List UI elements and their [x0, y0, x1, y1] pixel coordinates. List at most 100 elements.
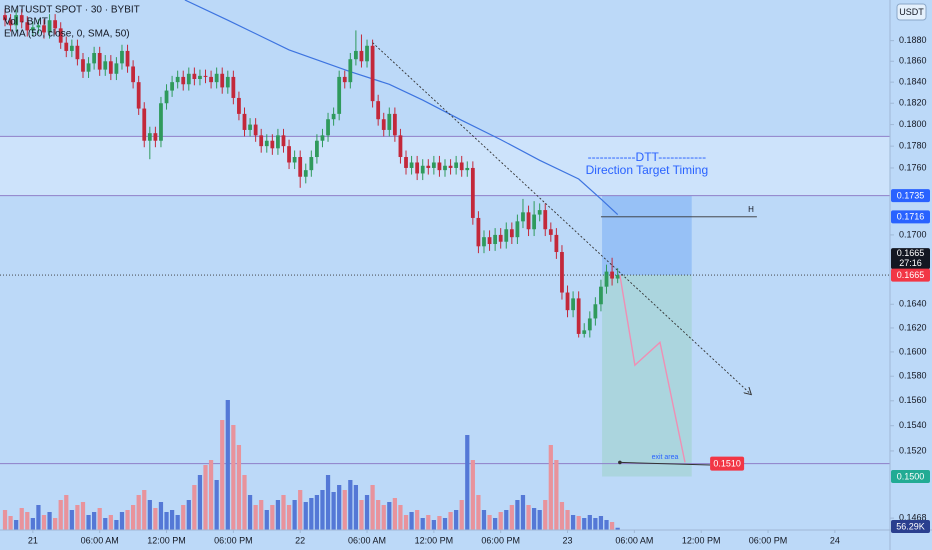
volume-bar: [169, 510, 175, 530]
volume-bar: [197, 475, 203, 530]
candle-body: [404, 157, 408, 168]
volume-bar: [615, 527, 620, 530]
volume-bar: [142, 490, 147, 530]
volume-bar: [225, 400, 230, 530]
candle-body: [120, 50, 124, 64]
volume-bar: [403, 515, 409, 530]
x-tick-label: 06:00 AM: [615, 535, 653, 545]
candle-body: [359, 50, 364, 62]
candle-body: [532, 214, 537, 230]
candle-body: [443, 165, 447, 171]
candle-body: [381, 119, 386, 130]
volume-bar: [36, 505, 41, 530]
volume-bar: [175, 515, 180, 530]
candle-body: [537, 210, 542, 215]
candle-body: [186, 73, 191, 85]
volume-bar: [426, 515, 431, 530]
candle-body: [298, 157, 303, 177]
axes: 0.1880 0.1860 0.1840 0.1820 0.1800 0.1780 0.17…: [28, 3, 930, 545]
volume-bar: [181, 505, 186, 530]
candle-body: [370, 45, 375, 102]
candle-body: [509, 229, 514, 238]
volume-bar: [570, 515, 576, 530]
candle-body: [147, 133, 152, 141]
volume-bar: [459, 500, 464, 530]
price-label: 0.1735: [897, 190, 925, 200]
candle-body: [615, 275, 620, 279]
candle-body: [331, 113, 336, 120]
volume-bar: [554, 460, 559, 530]
price-label: 0.1665: [897, 270, 925, 280]
currency-label: USDT: [899, 7, 924, 17]
volume-bar: [431, 520, 436, 530]
candle-body: [465, 167, 470, 171]
candle-body: [131, 66, 136, 83]
volume-bar: [509, 505, 514, 530]
candle-body: [459, 162, 464, 171]
legend: BMTUSDT SPOT · 30 · BYBIT Vol · BMT EMA …: [4, 5, 140, 40]
candle-body: [454, 162, 459, 168]
volume-bar: [75, 505, 80, 530]
volume-bar: [498, 512, 503, 530]
volume-bar: [203, 465, 208, 530]
candle-body: [170, 82, 174, 91]
x-tick-label: 24: [830, 535, 840, 545]
candle-body: [565, 292, 570, 311]
volume-bar: [448, 512, 453, 530]
legend-symbol: BMTUSDT SPOT · 30 · BYBIT: [4, 5, 140, 16]
price-label-box: [891, 210, 930, 224]
volume-bar: [364, 495, 370, 530]
candle-body: [426, 165, 431, 168]
candle-body: [470, 167, 475, 218]
candle-body: [136, 82, 141, 109]
volume-bar: [437, 516, 442, 530]
candle-body: [526, 212, 531, 230]
candle-body: [604, 271, 609, 287]
price-label-box: [891, 470, 930, 484]
volume-bar: [481, 510, 487, 530]
candle-body: [320, 135, 325, 141]
exit-price-box: [710, 456, 745, 471]
candle-body: [303, 170, 308, 177]
candle-body: [75, 45, 80, 60]
candle-body: [108, 61, 113, 74]
candle-body: [348, 59, 353, 83]
volume-bar: [337, 485, 342, 530]
volume-bar: [281, 495, 286, 530]
volume-bar: [119, 512, 125, 530]
candle-body: [47, 20, 52, 33]
candle-body: [36, 25, 41, 28]
candle-body: [398, 135, 403, 158]
volume-bar: [14, 520, 19, 530]
x-tick-label: 06:00 PM: [749, 535, 788, 545]
candle-body: [560, 252, 564, 293]
volume-bar: [515, 500, 520, 530]
volume-bar: [387, 502, 392, 530]
candle-body: [276, 135, 280, 149]
candle-body: [610, 271, 614, 279]
volume-bar: [164, 512, 169, 530]
volume-bar: [270, 505, 275, 530]
volume-bar: [253, 505, 258, 530]
dtt-subtitle: Direction Target Timing: [586, 163, 709, 177]
volume-bar: [186, 500, 191, 530]
candle-body: [342, 76, 347, 83]
candle-body: [431, 162, 436, 168]
candle-body: [159, 103, 163, 141]
volume-bar: [125, 510, 130, 530]
candle-body: [81, 59, 85, 72]
volume-bar: [103, 518, 108, 530]
volume-bar: [192, 485, 197, 530]
y-tick-label: 0.1820: [899, 98, 927, 108]
candle-body: [25, 22, 30, 31]
candle-body: [326, 119, 330, 136]
volume-bar: [487, 515, 492, 530]
volume-bar: [259, 500, 264, 530]
candle-body: [420, 165, 425, 174]
volume-bar: [348, 480, 353, 530]
volume-bar: [247, 495, 253, 530]
volume-bar: [92, 512, 97, 530]
candle-body: [548, 229, 553, 235]
volume-bar: [309, 498, 314, 530]
